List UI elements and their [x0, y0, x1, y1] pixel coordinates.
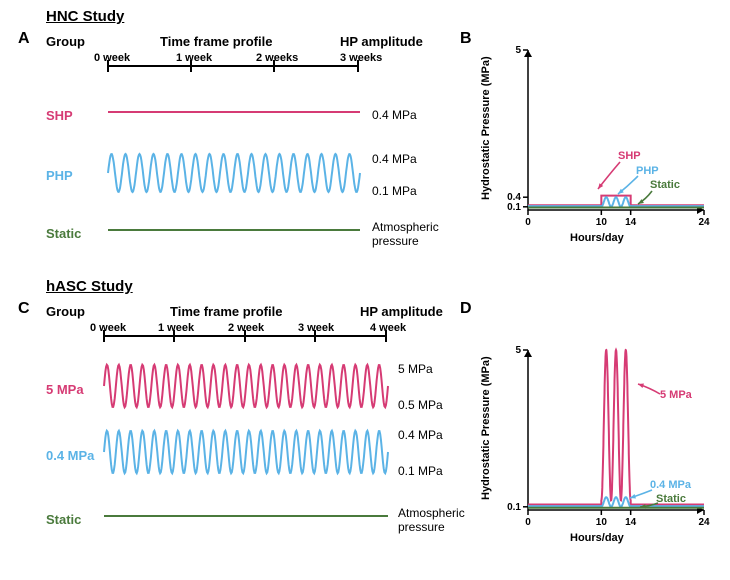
svg-text:5 MPa: 5 MPa — [660, 389, 693, 401]
study1-group-hdr: Group — [46, 34, 85, 49]
study1-tl-tick2: 2 weeks — [256, 52, 298, 64]
study2-04mpa-amp1: 0.1 MPa — [398, 464, 443, 478]
svg-text:0.4: 0.4 — [507, 192, 521, 203]
study2-tl-t0: 0 week — [90, 322, 126, 334]
study1-static-name: Static — [46, 226, 81, 241]
study1-php-name: PHP — [46, 168, 73, 183]
svg-text:14: 14 — [625, 217, 637, 228]
study2-profile-hdr: Time frame profile — [170, 304, 282, 319]
panelD-ylabel: Hydrostatic Pressure (MPa) — [480, 356, 492, 500]
study2-04mpa-name: 0.4 MPa — [46, 448, 94, 463]
study1-php-amp0: 0.4 MPa — [372, 152, 417, 166]
study1-tl-tick1: 1 week — [176, 52, 212, 64]
panelB-ylabel: Hydrostatic Pressure (MPa) — [480, 56, 492, 200]
panel-b-label: B — [460, 30, 472, 48]
svg-text:0.4 MPa: 0.4 MPa — [650, 479, 692, 491]
svg-text:24: 24 — [698, 517, 710, 528]
study2-5mpa-amp1: 0.5 MPa — [398, 398, 443, 412]
study1-shp-amp0: 0.4 MPa — [372, 108, 417, 122]
study1-tl-tick3: 3 weeks — [340, 52, 382, 64]
panel-c-label: C — [18, 300, 30, 318]
svg-text:5: 5 — [515, 345, 521, 356]
panel-d-label: D — [460, 300, 472, 318]
study2-static-name: Static — [46, 512, 81, 527]
svg-text:24: 24 — [698, 217, 710, 228]
study2-tl-t4: 4 week — [370, 322, 406, 334]
study1-static-amp1: pressure — [372, 234, 419, 248]
study2-title: hASC Study — [46, 278, 133, 295]
panelD-xlabel: Hours/day — [570, 532, 624, 544]
study2-amp-hdr: HP amplitude — [360, 304, 443, 319]
study1-profile-hdr: Time frame profile — [160, 34, 272, 49]
study1-amp-hdr: HP amplitude — [340, 34, 423, 49]
study1-timeline — [106, 52, 362, 76]
study1-static-trace — [106, 210, 362, 250]
study1-php-trace — [106, 148, 362, 198]
study2-static-amp0: Atmospheric — [398, 506, 465, 520]
study2-04mpa-trace — [102, 424, 390, 480]
study2-tl-t1: 1 week — [158, 322, 194, 334]
study2-5mpa-name: 5 MPa — [46, 382, 84, 397]
svg-text:0: 0 — [525, 517, 531, 528]
study1-shp-name: SHP — [46, 108, 73, 123]
study2-5mpa-trace — [102, 358, 390, 414]
svg-text:10: 10 — [596, 517, 608, 528]
study1-tl-tick0: 0 week — [94, 52, 130, 64]
svg-text:PHP: PHP — [636, 165, 659, 177]
study2-static-trace — [102, 496, 390, 536]
panel-a-label: A — [18, 30, 30, 48]
panel-d-plot: 0 10 14 24 0.1 5 5 MPa 0.4 MPa Static — [500, 344, 710, 534]
study2-tl-t2: 2 week — [228, 322, 264, 334]
svg-text:10: 10 — [596, 217, 608, 228]
study2-tl-t3: 3 week — [298, 322, 334, 334]
study1-shp-trace — [106, 92, 362, 132]
panelB-xlabel: Hours/day — [570, 232, 624, 244]
svg-text:Static: Static — [650, 179, 680, 191]
study2-static-amp1: pressure — [398, 520, 445, 534]
svg-text:0: 0 — [525, 217, 531, 228]
svg-text:SHP: SHP — [618, 150, 641, 162]
svg-text:Static: Static — [656, 493, 686, 505]
study2-04mpa-amp0: 0.4 MPa — [398, 428, 443, 442]
svg-text:5: 5 — [515, 45, 521, 56]
study1-php-amp1: 0.1 MPa — [372, 184, 417, 198]
study2-5mpa-amp0: 5 MPa — [398, 362, 433, 376]
svg-text:0.1: 0.1 — [507, 502, 521, 513]
study1-static-amp0: Atmospheric — [372, 220, 439, 234]
svg-text:0.1: 0.1 — [507, 202, 521, 213]
panel-b-plot: 0 10 14 24 0.10.4 5 SHP PHP Static — [500, 44, 710, 234]
svg-text:14: 14 — [625, 517, 637, 528]
study1-title: HNC Study — [46, 8, 124, 25]
study2-group-hdr: Group — [46, 304, 85, 319]
